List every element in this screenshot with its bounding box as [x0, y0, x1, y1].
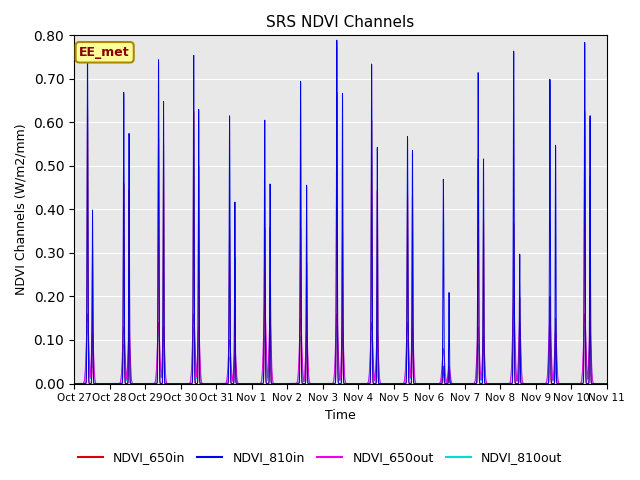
- NDVI_810in: [460, 381, 468, 386]
- NDVI_810in: [430, 381, 438, 386]
- Line: NDVI_810out: NDVI_810out: [74, 327, 607, 384]
- Line: NDVI_650out: NDVI_650out: [74, 301, 607, 384]
- NDVI_650in: [603, 381, 611, 386]
- NDVI_810in: [70, 381, 78, 386]
- NDVI_650in: [321, 381, 328, 386]
- NDVI_650out: [602, 381, 610, 386]
- Title: SRS NDVI Channels: SRS NDVI Channels: [266, 15, 415, 30]
- NDVI_650in: [166, 381, 173, 386]
- X-axis label: Time: Time: [325, 409, 356, 422]
- NDVI_810in: [602, 381, 610, 386]
- NDVI_810out: [212, 381, 220, 386]
- NDVI_650out: [261, 298, 269, 304]
- NDVI_810out: [460, 381, 468, 386]
- NDVI_810out: [602, 381, 610, 386]
- Y-axis label: NDVI Channels (W/m2/mm): NDVI Channels (W/m2/mm): [15, 124, 28, 295]
- Text: EE_met: EE_met: [79, 46, 130, 59]
- Line: NDVI_810in: NDVI_810in: [74, 40, 607, 384]
- NDVI_810in: [321, 381, 328, 386]
- NDVI_650out: [460, 381, 468, 386]
- NDVI_810out: [166, 381, 173, 386]
- Legend: NDVI_650in, NDVI_810in, NDVI_650out, NDVI_810out: NDVI_650in, NDVI_810in, NDVI_650out, NDV…: [72, 446, 568, 469]
- NDVI_650in: [430, 381, 438, 386]
- NDVI_810out: [321, 381, 328, 386]
- NDVI_650out: [603, 381, 611, 386]
- NDVI_650in: [460, 381, 468, 386]
- NDVI_650in: [333, 90, 340, 96]
- NDVI_650in: [102, 381, 110, 386]
- NDVI_810in: [603, 381, 611, 386]
- NDVI_810in: [166, 381, 173, 386]
- NDVI_650out: [490, 381, 498, 386]
- NDVI_650in: [490, 381, 498, 386]
- NDVI_810out: [603, 381, 611, 386]
- Line: NDVI_650in: NDVI_650in: [74, 93, 607, 384]
- NDVI_810out: [70, 381, 78, 386]
- NDVI_810out: [333, 324, 340, 330]
- NDVI_810in: [102, 381, 110, 386]
- NDVI_650out: [166, 381, 173, 386]
- NDVI_810in: [490, 381, 498, 386]
- NDVI_810out: [430, 381, 438, 386]
- NDVI_650out: [70, 381, 78, 386]
- NDVI_650out: [430, 381, 438, 386]
- NDVI_810in: [333, 37, 340, 43]
- NDVI_650in: [602, 381, 610, 386]
- NDVI_650out: [321, 381, 328, 386]
- NDVI_810out: [490, 381, 498, 386]
- NDVI_650out: [212, 381, 220, 386]
- NDVI_650in: [70, 381, 78, 386]
